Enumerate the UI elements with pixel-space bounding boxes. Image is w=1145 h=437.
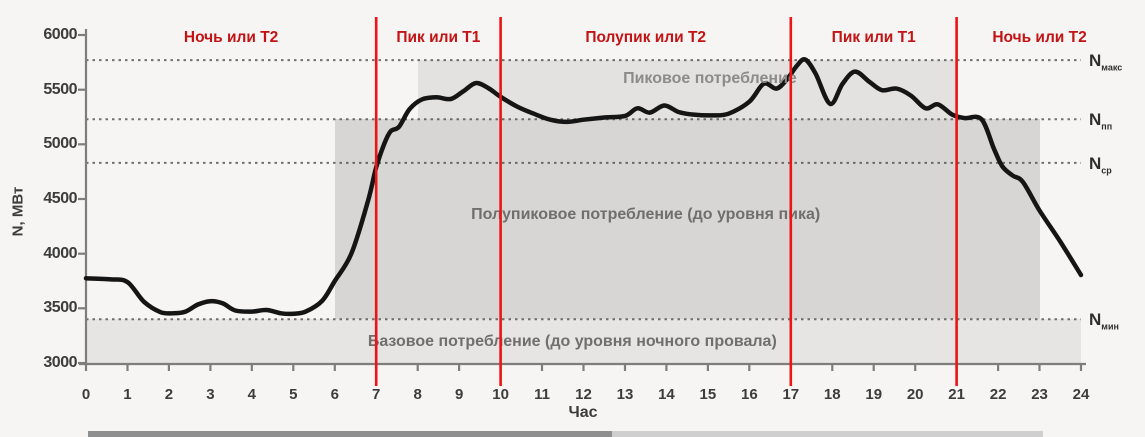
x-tick-11: 11 <box>534 386 550 403</box>
x-tick-7: 7 <box>372 386 381 403</box>
x-tick-3: 3 <box>206 386 215 403</box>
threshold-label-мин: Nмин <box>1089 310 1119 332</box>
footer-bar-segment-1 <box>612 431 1043 437</box>
footer-bar-segment-0 <box>88 431 612 437</box>
threshold-label-пп: Nпп <box>1089 110 1113 132</box>
threshold-label-ср: Nср <box>1089 153 1112 176</box>
y-tick-5000: 5000 <box>43 135 77 153</box>
y-tick-6000: 6000 <box>43 26 77 43</box>
x-tick-13: 13 <box>616 386 634 403</box>
x-tick-15: 15 <box>699 386 717 403</box>
x-tick-21: 21 <box>948 386 965 403</box>
region-label-halfpeak: Полупиковое потребление (до уровня пика) <box>471 206 821 224</box>
tariff-zone-label-1: Пик или Т1 <box>396 29 481 46</box>
region-halfpeak <box>334 119 1040 320</box>
x-tick-8: 8 <box>413 386 422 403</box>
x-tick-17: 17 <box>782 386 800 403</box>
x-tick-19: 19 <box>865 386 883 403</box>
tariff-zone-label-0: Ночь или Т2 <box>183 29 279 46</box>
x-tick-14: 14 <box>658 386 675 403</box>
axes <box>78 29 1086 371</box>
region-peak <box>417 60 957 120</box>
x-tick-16: 16 <box>740 386 758 403</box>
x-tick-2: 2 <box>164 386 174 403</box>
x-tick-18: 18 <box>823 386 841 403</box>
region-label-base: Базовое потребление (до уровня ночного п… <box>367 333 777 351</box>
y-tick-4000: 4000 <box>43 244 77 262</box>
y-tick-4500: 4500 <box>43 190 77 207</box>
y-tick-3500: 3500 <box>43 299 77 317</box>
load-curve <box>83 57 1084 317</box>
y-tick-5500: 5500 <box>43 80 77 98</box>
x-axis-title: Час <box>568 404 598 421</box>
tariff-zone-label-2: Полупик или Т2 <box>585 29 707 46</box>
x-tick-22: 22 <box>989 386 1007 403</box>
x-tick-1: 1 <box>123 386 132 403</box>
threshold-label-макс: Nмакс <box>1089 51 1123 73</box>
region-label-peak: Пиковое потребление <box>623 69 797 87</box>
x-tick-0: 0 <box>81 386 91 403</box>
x-tick-23: 23 <box>1031 386 1048 403</box>
x-tick-24: 24 <box>1072 386 1090 403</box>
x-tick-4: 4 <box>247 386 256 403</box>
x-tick-12: 12 <box>575 386 592 403</box>
x-tick-6: 6 <box>330 386 339 403</box>
x-tick-20: 20 <box>906 386 924 403</box>
x-tick-9: 9 <box>454 386 464 403</box>
tariff-zone-label-3: Пик или Т1 <box>831 29 916 46</box>
x-tick-10: 10 <box>492 386 509 403</box>
x-tick-5: 5 <box>289 386 298 403</box>
region-base <box>86 319 1081 363</box>
tariff-zone-label-4: Ночь или Т2 <box>992 29 1087 46</box>
y-tick-3000: 3000 <box>43 354 77 371</box>
